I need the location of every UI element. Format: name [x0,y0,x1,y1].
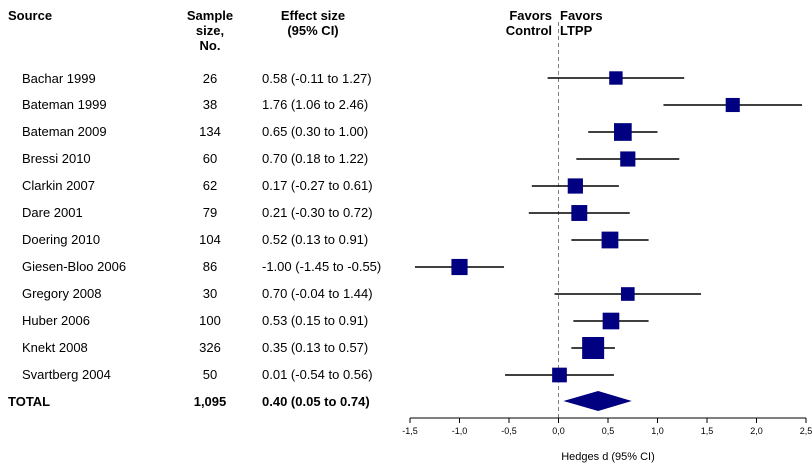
row-sample-size: 30 [202,286,218,301]
x-tick-label: -1,5 [402,426,418,436]
row-sample-size: 50 [202,367,218,382]
row-effect-size: 0.58 (-0.11 to 1.27) [262,71,372,86]
row-source: Clarkin 2007 [22,178,95,193]
favors-control-line-2: Control [505,23,552,38]
row-effect-size: 0.21 (-0.30 to 0.72) [262,205,373,220]
row-source: Bateman 2009 [22,124,107,139]
x-tick-label: 2,0 [750,426,763,436]
total-label: TOTAL [8,394,51,409]
effect-size-header: Effect size (95% CI) [268,8,358,38]
sample-size-header-line-2: size, [195,23,225,38]
row-source: Bressi 2010 [22,151,91,166]
x-tick-label: -1,0 [452,426,468,436]
x-axis-label: Hedges d (95% CI) [561,451,655,463]
effect-marker [620,151,636,167]
row-source: Bateman 1999 [22,97,107,112]
favors-ltpp-header: Favors LTPP [560,8,603,38]
sample-size-header-line-3: No. [199,38,221,53]
row-source: Knekt 2008 [22,340,88,355]
total-sample-size: 1,095 [193,394,227,409]
row-source: Huber 2006 [22,313,90,328]
row-sample-size: 38 [202,97,218,112]
row-effect-size: 1.76 (1.06 to 2.46) [262,97,369,112]
effect-marker [614,123,632,141]
x-tick-label: 1,0 [651,426,664,436]
row-effect-size: 0.17 (-0.27 to 0.61) [262,178,373,193]
effect-marker [601,231,619,249]
row-effect-size: 0.01 (-0.54 to 0.56) [262,367,373,382]
favors-control-header: Favors Control [500,8,552,38]
row-sample-size: 62 [202,178,218,193]
row-effect-size: 0.53 (0.15 to 0.91) [262,313,369,328]
sample-size-header-line-1: Sample [186,8,234,23]
x-tick-label: 1,5 [701,426,714,436]
effect-marker [602,312,620,330]
x-tick-label: -0,5 [501,426,517,436]
x-tick-label: 0,5 [602,426,615,436]
row-effect-size: 0.70 (-0.04 to 1.44) [262,286,373,301]
effect-marker [725,97,740,113]
row-effect-size: 0.35 (0.13 to 0.57) [262,340,369,355]
row-sample-size: 104 [199,232,221,247]
row-sample-size: 100 [199,313,221,328]
row-source: Svartberg 2004 [22,367,111,382]
row-source: Doering 2010 [22,232,101,247]
pooled-diamond [563,391,632,411]
favors-control-line-1: Favors [509,8,552,23]
row-sample-size: 326 [199,340,221,355]
row-source: Giesen-Bloo 2006 [22,259,127,274]
total-effect-size: 0.40 (0.05 to 0.74) [262,394,370,409]
source-header: Source [8,8,53,23]
row-effect-size: -1.00 (-1.45 to -0.55) [262,259,382,274]
effect-marker [451,258,468,276]
row-source: Dare 2001 [22,205,83,220]
effect-marker [552,367,567,383]
effect-marker [609,71,623,85]
effect-size-header-line-1: Effect size [280,8,346,23]
row-effect-size: 0.65 (0.30 to 1.00) [262,124,369,139]
row-sample-size: 86 [202,259,218,274]
row-source: Gregory 2008 [22,286,102,301]
sample-size-header: Sample size, No. [180,8,240,53]
x-tick-label: 0,0 [552,426,565,436]
effect-marker [571,205,588,221]
row-sample-size: 134 [199,124,221,139]
effect-size-header-line-2: (95% CI) [287,23,339,38]
favors-ltpp-line-2: LTPP [560,23,593,38]
effect-marker [620,287,635,301]
row-sample-size: 79 [202,205,218,220]
effect-marker [567,178,583,194]
row-effect-size: 0.52 (0.13 to 0.91) [262,232,369,247]
row-effect-size: 0.70 (0.18 to 1.22) [262,151,369,166]
row-sample-size: 26 [202,71,218,86]
row-sample-size: 60 [202,151,218,166]
favors-ltpp-line-1: Favors [560,8,603,23]
effect-marker [582,337,605,359]
x-tick-label: 2,5 [800,426,812,436]
row-source: Bachar 1999 [22,71,96,86]
